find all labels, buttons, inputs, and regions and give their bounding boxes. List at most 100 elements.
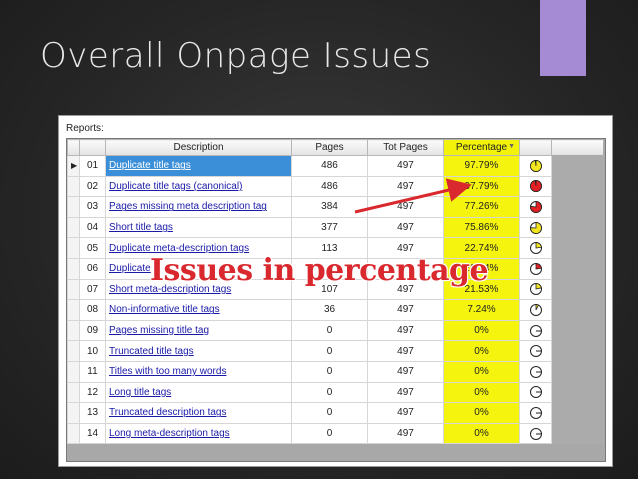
issue-link-text[interactable]: Truncated description tags — [109, 407, 227, 419]
row-selector[interactable]: ▶ — [67, 155, 80, 177]
issue-link-text[interactable]: Short meta-description tags — [109, 283, 232, 295]
row-number-text: 14 — [86, 428, 99, 440]
row-selector[interactable] — [67, 402, 80, 424]
percentage-cell-text: 22.74% — [464, 242, 499, 254]
table-row[interactable]: 10 Truncated title tags 0 497 0% — [67, 340, 604, 362]
pie-chart-icon — [529, 200, 542, 213]
issue-link[interactable]: Duplicate title tags (canonical) — [105, 175, 292, 198]
row-number-text: 08 — [86, 304, 99, 316]
pages-header[interactable]: Pages — [291, 139, 368, 156]
table-row[interactable]: 06 Duplicate 22.74% — [67, 257, 604, 280]
pie-chart-icon — [529, 159, 542, 172]
row-selector[interactable] — [67, 196, 80, 218]
issue-link[interactable]: Short title tags — [105, 216, 292, 239]
tot-pages-cell: 497 — [367, 422, 444, 445]
issue-link-text[interactable]: Pages missing title tag — [109, 325, 210, 337]
table-row[interactable]: 08 Non-informative title tags 36 497 7.24% — [67, 299, 604, 321]
row-selector[interactable] — [67, 381, 80, 404]
tot-pages-header[interactable]: Tot Pages — [367, 139, 444, 156]
row-selector[interactable] — [67, 360, 80, 383]
pie-header[interactable] — [519, 139, 552, 156]
tot-pages-cell-text: 497 — [397, 304, 414, 316]
annotation-label: Issues in percentage — [150, 253, 489, 288]
grid-empty-area — [551, 196, 604, 218]
issue-link-text[interactable]: Short title tags — [109, 222, 173, 234]
issue-link[interactable]: Duplicate title tags — [105, 155, 292, 177]
table-row[interactable]: 09 Pages missing title tag 0 497 0% — [67, 319, 604, 342]
table-row[interactable]: 13 Truncated description tags 0 497 0% — [67, 402, 604, 424]
tot-pages-cell: 497 — [367, 216, 444, 239]
row-selector[interactable] — [67, 237, 80, 259]
tot-pages-cell-text: 497 — [397, 283, 414, 295]
issue-link-text[interactable]: Long meta-description tags — [109, 428, 230, 440]
tot-pages-cell: 497 — [367, 319, 444, 342]
number-header[interactable] — [79, 139, 106, 156]
pie-slice — [529, 201, 542, 213]
pie-chart-icon — [529, 324, 542, 337]
issue-link-text[interactable]: Pages missing meta description tag — [109, 201, 267, 213]
table-row[interactable]: 05 Duplicate meta-description tags 113 497 2… — [67, 237, 604, 259]
percentage-cell-text: 97.79% — [464, 160, 499, 172]
percentage-header[interactable]: Percentage ▼ — [443, 139, 520, 156]
issue-link-text[interactable]: Long title tags — [109, 386, 172, 398]
grid-empty-area — [551, 278, 604, 301]
issue-link[interactable]: Long meta-description tags — [105, 422, 292, 445]
table-row[interactable]: 03 Pages missing meta description tag 384 4… — [67, 196, 604, 218]
pie-chart-icon — [529, 303, 542, 316]
issue-link-text[interactable]: Duplicate title tags — [109, 160, 191, 172]
issue-link-text[interactable]: Non-informative title tags — [109, 304, 220, 316]
percentage-cell-text: 0% — [474, 345, 489, 357]
issue-link-text[interactable]: Titles with too many words — [109, 366, 227, 378]
row-selector[interactable] — [67, 422, 80, 445]
issue-link[interactable]: Titles with too many words — [105, 360, 292, 383]
pie-chart-icon — [529, 180, 542, 193]
row-number: 05 — [79, 237, 106, 259]
row-pointer-icon: ▶ — [71, 161, 78, 171]
percentage-cell: 0% — [443, 340, 520, 362]
table-row[interactable]: 02 Duplicate title tags (canonical) 486 497… — [67, 175, 604, 198]
percentage-cell: 75.86% — [443, 216, 520, 239]
row-number: 14 — [79, 422, 106, 445]
table-row[interactable]: 11 Titles with too many words 0 497 0% — [67, 360, 604, 383]
percentage-cell: 0% — [443, 381, 520, 404]
row-selector[interactable] — [67, 175, 80, 198]
issue-link-text[interactable]: Duplicate — [109, 263, 151, 275]
issue-link[interactable]: Truncated description tags — [105, 402, 292, 424]
row-selector[interactable] — [67, 278, 80, 301]
issue-link-text[interactable]: Truncated title tags — [109, 345, 194, 357]
issue-link[interactable]: Truncated title tags — [105, 340, 292, 362]
pie-chart-icon — [529, 365, 542, 378]
pie-cell — [519, 319, 552, 342]
row-selector[interactable] — [67, 257, 80, 280]
issue-link-text[interactable]: Duplicate title tags (canonical) — [109, 180, 243, 192]
pie-cell — [519, 299, 552, 321]
pages-cell-text: 0 — [326, 386, 333, 398]
issue-link[interactable]: Pages missing meta description tag — [105, 196, 292, 218]
reports-grid: Description Pages Tot Pages Percentage ▼… — [66, 138, 606, 462]
tot-pages-cell: 497 — [367, 340, 444, 362]
row-selector-header[interactable] — [67, 139, 80, 156]
pages-cell-text: 107 — [321, 283, 338, 295]
row-selector[interactable] — [67, 319, 80, 342]
pie-cell — [519, 175, 552, 198]
issue-link[interactable]: Pages missing title tag — [105, 319, 292, 342]
issue-link[interactable]: Non-informative title tags — [105, 299, 292, 321]
grid-empty-area — [551, 155, 604, 177]
row-selector[interactable] — [67, 216, 80, 239]
pages-cell: 486 — [291, 155, 368, 177]
row-number: 02 — [79, 175, 106, 198]
pages-cell-text: 0 — [326, 366, 333, 378]
description-header[interactable]: Description — [105, 139, 292, 156]
row-selector[interactable] — [67, 340, 80, 362]
percentage-cell: 22.74% — [443, 237, 520, 259]
table-row[interactable]: 12 Long title tags 0 497 0% — [67, 381, 604, 404]
issue-link[interactable]: Long title tags — [105, 381, 292, 404]
pages-cell: 0 — [291, 319, 368, 342]
row-selector[interactable] — [67, 299, 80, 321]
table-row[interactable]: 14 Long meta-description tags 0 497 0% — [67, 422, 604, 445]
issue-link-text[interactable]: Duplicate meta-description tags — [109, 242, 250, 254]
table-row[interactable]: 04 Short title tags 377 497 75.86% — [67, 216, 604, 239]
table-row[interactable]: ▶ 01 Duplicate title tags 486 497 97.79% — [67, 155, 604, 177]
sort-arrow-icon[interactable]: ▼ — [508, 143, 515, 150]
row-number-text: 02 — [86, 180, 99, 192]
